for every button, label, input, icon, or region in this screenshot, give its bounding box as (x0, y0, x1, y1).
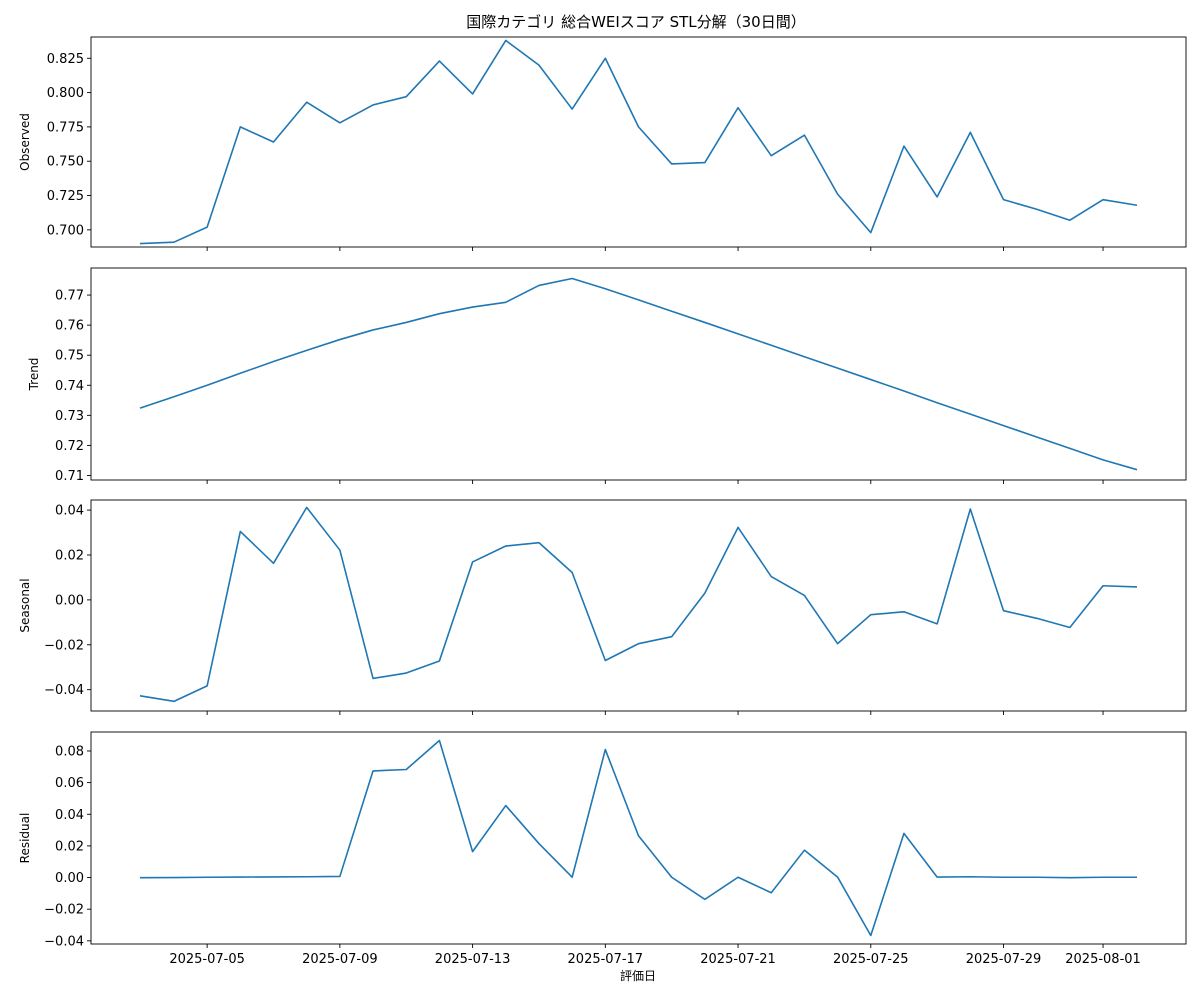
residual-y-axis-label: Residual (18, 813, 32, 864)
x-tick-label: 2025-07-13 (435, 952, 511, 967)
x-tick-label: 2025-07-25 (833, 952, 909, 967)
y-tick-label: −0.02 (44, 638, 84, 653)
seasonal-series-line (139, 506, 1138, 703)
x-tick-label: 2025-07-29 (966, 952, 1042, 967)
y-tick-label: −0.02 (44, 903, 84, 918)
residual-axes-frame (90, 731, 1187, 945)
y-tick-label: 0.72 (55, 439, 84, 454)
panel-observed: 0.700 0.725 0.750 0.775 0.800 0.825 Observed (18, 36, 1187, 251)
y-tick-label: 0.74 (55, 379, 84, 394)
y-tick-label: 0.775 (47, 120, 84, 135)
observed-y-axis-label: Observed (18, 113, 32, 171)
y-tick-label: 0.700 (47, 223, 84, 238)
trend-axes-frame (90, 267, 1187, 481)
trend-y-axis-label: Trend (27, 358, 41, 392)
y-tick-label: 0.825 (47, 52, 84, 67)
panel-trend: 0.71 0.72 0.73 0.74 0.75 0.76 0.77 Trend (27, 267, 1187, 484)
y-tick-label: 0.725 (47, 189, 84, 204)
y-tick-label: 0.04 (55, 808, 84, 823)
x-tick-label: 2025-07-17 (568, 952, 644, 967)
y-tick-label: 0.06 (55, 776, 84, 791)
y-tick-label: 0.76 (55, 319, 84, 334)
x-tick-label: 2025-07-09 (302, 952, 378, 967)
seasonal-y-axis-label: Seasonal (18, 578, 32, 632)
y-tick-label: 0.08 (55, 744, 84, 759)
y-tick-label: 0.73 (55, 409, 84, 424)
y-tick-label: 0.00 (55, 871, 84, 886)
x-axis-label: 評価日 (620, 968, 656, 983)
seasonal-axes-frame (90, 499, 1187, 712)
y-tick-label: −0.04 (44, 934, 84, 949)
x-tick-label: 2025-07-05 (169, 952, 245, 967)
y-tick-label: 0.02 (55, 839, 84, 854)
y-tick-label: 0.77 (55, 289, 84, 304)
y-tick-label: 0.71 (55, 469, 84, 484)
x-tick-label: 2025-08-01 (1065, 952, 1141, 967)
observed-axes-frame (90, 36, 1187, 248)
y-tick-label: 0.02 (55, 548, 84, 563)
observed-series-line (139, 39, 1138, 245)
x-tick-label: 2025-07-21 (700, 952, 776, 967)
y-tick-label: −0.04 (44, 683, 84, 698)
panel-seasonal: −0.04 −0.02 0.00 0.02 0.04 Seasonal (18, 499, 1187, 715)
chart-title: 国際カテゴリ 総合WEIスコア STL分解（30日間） (466, 13, 805, 31)
y-tick-label: 0.800 (47, 86, 84, 101)
panel-residual: −0.04 −0.02 0.00 0.02 0.04 0.06 0.08 2025-07-05… (18, 731, 1187, 967)
y-tick-label: 0.75 (55, 349, 84, 364)
y-tick-label: 0.00 (55, 593, 84, 608)
residual-series-line (139, 739, 1138, 937)
y-tick-label: 0.750 (47, 155, 84, 170)
y-tick-label: 0.04 (55, 504, 84, 519)
trend-series-line (139, 277, 1138, 471)
panels-layer: 0.7000.7250.7500.7750.8000.825Observed0.… (18, 36, 1187, 967)
